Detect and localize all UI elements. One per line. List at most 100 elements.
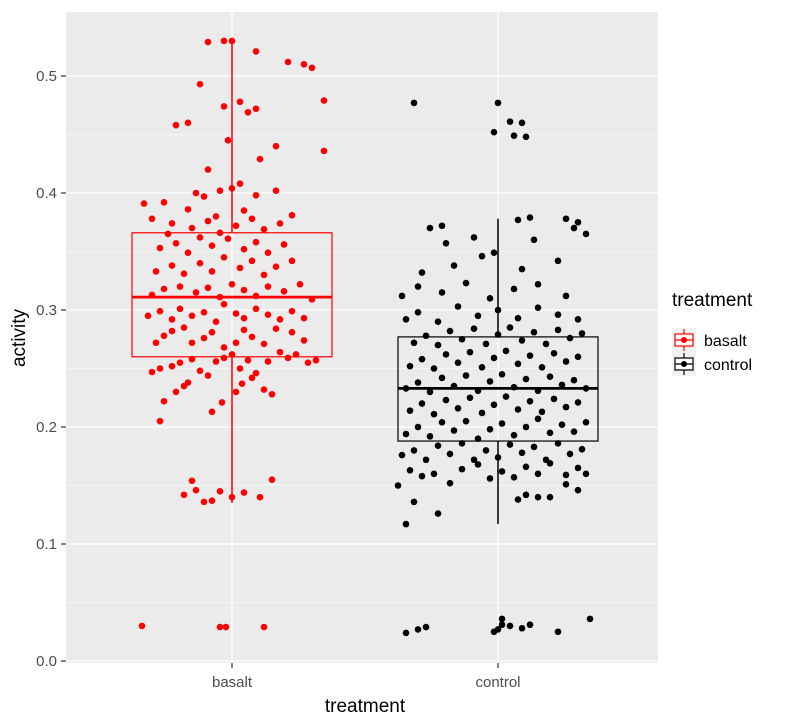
data-point	[252, 192, 260, 199]
data-point	[288, 257, 296, 265]
data-point	[566, 334, 574, 342]
data-point	[582, 230, 590, 238]
data-point	[264, 311, 272, 318]
data-point	[140, 200, 148, 207]
data-point	[554, 628, 562, 636]
data-point	[236, 98, 244, 106]
data-point	[474, 461, 482, 468]
data-point	[554, 326, 562, 334]
data-point	[192, 189, 200, 197]
data-point	[232, 222, 240, 230]
data-point	[238, 380, 246, 388]
data-point	[530, 328, 538, 336]
data-point	[518, 624, 526, 632]
data-point	[216, 488, 224, 495]
data-point	[256, 155, 264, 163]
data-point	[562, 215, 570, 223]
data-point	[280, 287, 288, 295]
data-point	[260, 340, 268, 348]
data-point	[398, 451, 406, 459]
data-point	[530, 443, 538, 451]
data-point	[502, 393, 510, 400]
data-point	[478, 364, 486, 371]
data-point	[200, 193, 208, 200]
data-point	[414, 626, 422, 633]
data-point	[160, 199, 168, 206]
data-point	[264, 358, 272, 365]
data-point	[184, 379, 192, 386]
x-axis-title: treatment	[325, 696, 406, 717]
data-point	[292, 351, 300, 358]
data-point	[534, 493, 542, 501]
data-point	[494, 626, 502, 633]
data-point	[220, 354, 228, 362]
data-point	[526, 214, 534, 221]
data-point	[570, 428, 578, 435]
data-point	[566, 450, 574, 458]
data-point	[272, 263, 280, 271]
data-point	[176, 283, 184, 290]
data-point	[534, 304, 542, 311]
data-point	[276, 348, 284, 356]
data-point	[574, 399, 582, 406]
data-point	[482, 340, 490, 348]
data-point	[514, 360, 522, 368]
data-point	[414, 423, 422, 431]
data-point	[172, 240, 180, 247]
data-point	[490, 401, 498, 409]
data-point	[538, 364, 546, 371]
data-point	[180, 491, 188, 499]
data-point	[406, 407, 414, 414]
data-point	[184, 249, 192, 256]
data-point	[196, 367, 204, 375]
data-point	[252, 48, 260, 55]
data-point	[486, 426, 494, 433]
data-point	[498, 621, 506, 629]
data-point	[402, 316, 410, 323]
data-point	[534, 415, 542, 423]
data-point	[498, 468, 506, 475]
data-point	[394, 482, 402, 489]
data-point	[276, 316, 284, 323]
data-point	[212, 318, 220, 326]
data-point	[426, 433, 434, 440]
data-point	[414, 309, 422, 316]
data-point	[522, 423, 530, 431]
data-point	[550, 349, 558, 357]
data-point	[442, 396, 450, 404]
legend: treatment basalt control	[672, 290, 753, 376]
data-point	[518, 265, 526, 273]
data-point	[220, 37, 228, 45]
data-point	[574, 464, 582, 472]
data-point	[184, 119, 192, 127]
data-point	[208, 268, 216, 275]
data-point	[466, 348, 474, 356]
data-point	[458, 440, 466, 447]
data-point	[236, 365, 244, 372]
data-point	[218, 399, 226, 406]
data-point	[268, 476, 276, 483]
data-point	[168, 316, 176, 323]
data-point	[168, 220, 176, 227]
data-point	[260, 225, 268, 233]
data-point	[200, 309, 208, 316]
box-layer	[131, 42, 599, 525]
data-point	[300, 314, 308, 322]
y-tick-label: 0.1	[36, 536, 57, 553]
data-point	[546, 493, 554, 501]
y-tick-label: 0.0	[36, 653, 57, 670]
data-point	[442, 240, 450, 247]
data-point	[434, 318, 442, 326]
data-point	[578, 330, 586, 337]
data-point	[268, 390, 276, 398]
data-point	[164, 230, 172, 238]
data-point	[156, 417, 164, 425]
data-point	[558, 381, 566, 389]
data-point	[208, 328, 216, 336]
data-point	[172, 388, 180, 396]
data-point	[506, 118, 514, 125]
data-point	[554, 311, 562, 318]
data-point	[284, 58, 292, 66]
data-point	[442, 351, 450, 358]
data-point	[574, 486, 582, 494]
